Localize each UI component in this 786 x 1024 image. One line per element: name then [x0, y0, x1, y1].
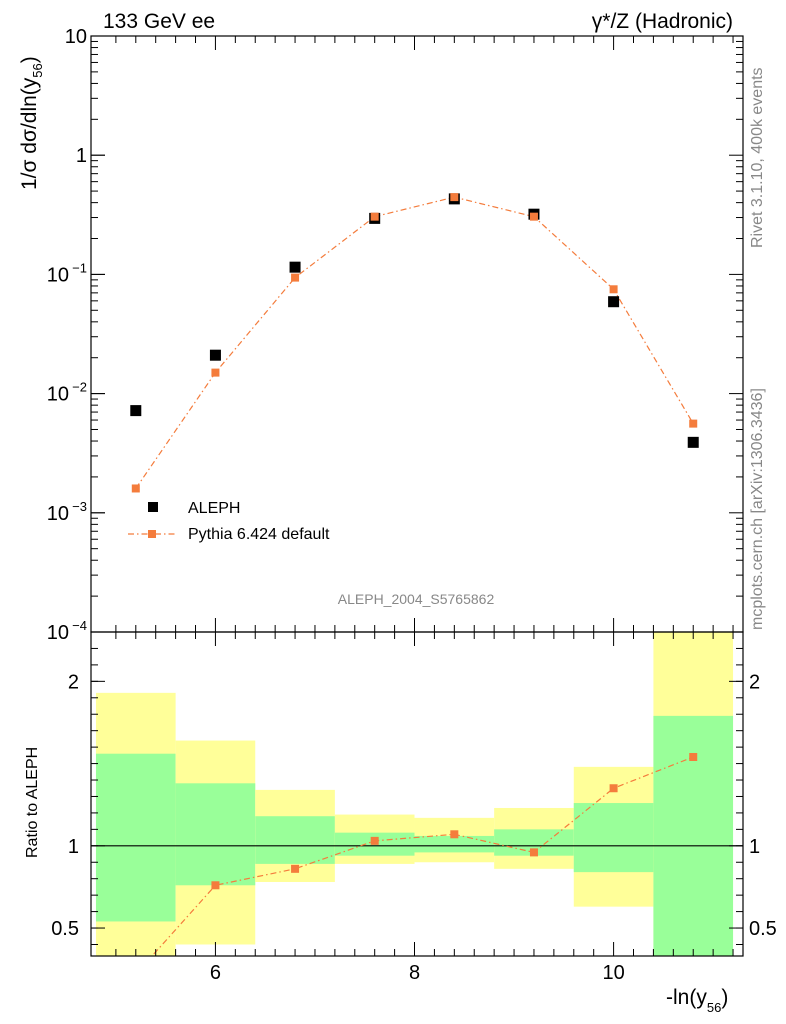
ratio-band-inner-4 [414, 835, 495, 853]
ratio-band-inner-1 [175, 783, 256, 886]
ratio-mc-point-6 [609, 784, 618, 793]
ratio-ytick-label-left-0: 0.5 [51, 918, 79, 940]
mc-point-4 [450, 193, 459, 202]
main-series [130, 193, 699, 493]
legend-marker-aleph [148, 502, 158, 512]
legend-label-pythia: Pythia 6.424 default [188, 526, 330, 543]
ratio-mc-point-5 [529, 848, 538, 857]
ratio-ytick-label-right-2: 2 [749, 671, 760, 693]
data-point-2 [289, 261, 301, 273]
data-point-0 [130, 405, 142, 417]
x-tick-label-2: 10 [602, 962, 624, 984]
data-point-7 [687, 436, 699, 448]
ratio-bands [95, 632, 734, 956]
legend-label-aleph: ALEPH [188, 500, 240, 517]
header-right-label: γ*/Z (Hadronic) [592, 10, 733, 33]
main-ylabel: 1/σ dσ/dln(y56) [18, 56, 45, 190]
header-left-label: 133 GeV ee [103, 10, 215, 33]
data-point-1 [209, 349, 221, 361]
legend-marker-pythia [148, 530, 156, 538]
mc-point-3 [370, 212, 379, 221]
ratio-mc-line [151, 756, 694, 956]
main-ytick-label-3: 10 −2 [47, 380, 87, 406]
rivet-version-label: Rivet 3.1.10, 400k events [749, 67, 766, 248]
ratio-band-inner-2 [255, 816, 335, 864]
ratio-mc-point-7 [689, 752, 698, 761]
analysis-id-label: ALEPH_2004_S5765862 [338, 591, 495, 607]
ratio-ytick-label-right-1: 1 [749, 836, 760, 858]
mc-point-7 [689, 419, 698, 428]
ratio-mc-point-2 [291, 864, 300, 873]
main-ytick-label-2: 10 −1 [47, 260, 87, 286]
x-tick-label-1: 8 [409, 962, 420, 984]
ratio-ytick-label-right-0: 0.5 [749, 918, 777, 940]
ratio-ytick-label-left-1: 1 [68, 836, 79, 858]
legend: ALEPH Pythia 6.424 default [128, 500, 330, 543]
ratio-ylabel: Ratio to ALEPH [24, 747, 41, 858]
ratio-mc-point-3 [370, 836, 379, 845]
main-mc-line [135, 196, 694, 489]
main-ytick-label-0: 10 [65, 26, 87, 48]
x-tick-label-0: 6 [210, 962, 221, 984]
main-ytick-label-1: 1 [76, 145, 87, 167]
ratio-mc-series [151, 752, 698, 956]
ratio-frame [90, 631, 744, 957]
mc-point-2 [291, 273, 300, 282]
mc-point-6 [609, 285, 618, 294]
mc-point-5 [529, 212, 538, 221]
ratio-mc-point-1 [211, 881, 220, 890]
ratio-ytick-label-left-2: 2 [68, 671, 79, 693]
mcplots-label: mcplots.cern.ch [arXiv:1306.3436] [749, 388, 766, 630]
ratio-band-inner-0 [95, 753, 176, 922]
ratio-mc-point-4 [450, 830, 459, 839]
main-ytick-label-4: 10 −3 [47, 499, 87, 525]
mc-point-0 [131, 484, 140, 493]
x-axis-label: -ln(y56) [666, 986, 728, 1015]
mc-point-1 [211, 368, 220, 377]
ratio-band-inner-6 [573, 803, 654, 873]
main-ytick-label-5: 10 −4 [47, 618, 87, 644]
data-point-6 [608, 296, 620, 308]
